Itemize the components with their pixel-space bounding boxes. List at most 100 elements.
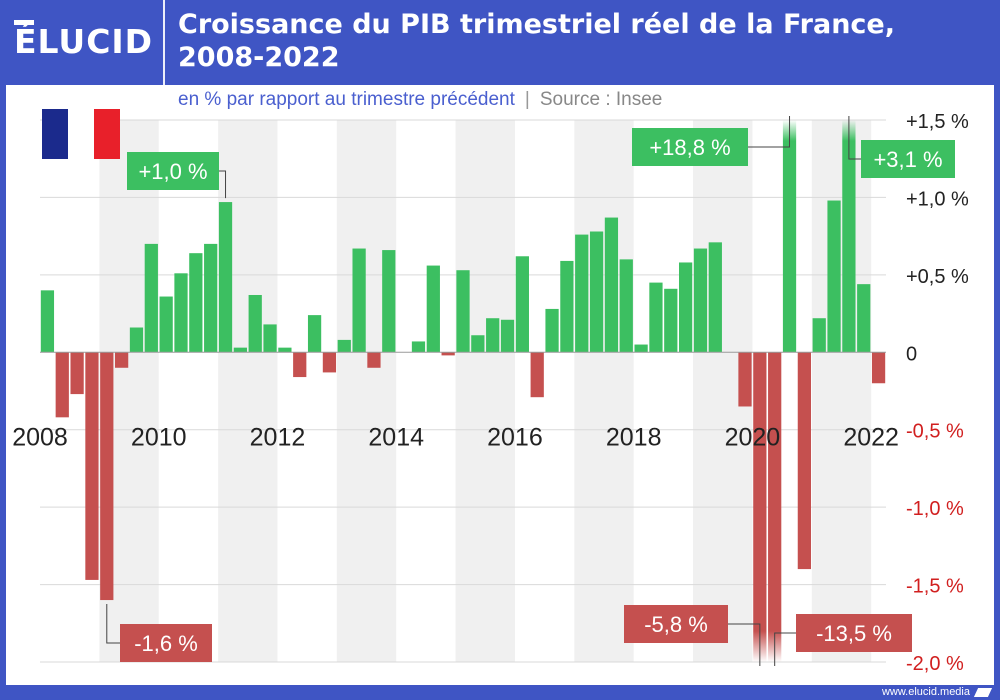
x-tick-label: 2020	[725, 424, 781, 452]
annotation-box	[796, 614, 912, 652]
bar-2010-T1	[159, 296, 173, 353]
bar-2012-T2	[293, 352, 307, 378]
bar-2011-T3	[248, 294, 262, 353]
annotation-leader	[728, 623, 761, 666]
bar-2020-T4	[797, 352, 811, 570]
annotation-label: +1,0 %	[138, 159, 207, 184]
annotation-label: -13,5 %	[816, 621, 892, 646]
bar-2009-T3	[129, 327, 144, 353]
year-band	[811, 120, 872, 662]
y-tick-label: 0	[906, 343, 917, 365]
bar-2012-T4	[322, 352, 337, 373]
bar-2020-T3	[782, 120, 797, 353]
annotation-leader	[774, 632, 796, 666]
header-separator	[163, 0, 165, 85]
bar-2009-T4	[144, 243, 158, 353]
bar-2019-T2	[708, 242, 722, 353]
bar-2022-T1	[871, 352, 886, 384]
x-tick-label: 2018	[606, 424, 662, 452]
frame-right	[994, 85, 1000, 685]
footer-url: www.elucid.media	[881, 686, 970, 698]
elucid-logo: ÉLUCID	[14, 22, 154, 61]
bar-2013-T1	[337, 339, 351, 353]
annotation-leader	[219, 170, 227, 199]
annotation-leader	[748, 116, 791, 148]
footer-bar: www.elucid.media	[0, 685, 1000, 700]
bar-2008-T1	[40, 290, 55, 353]
bar-2009-T2	[115, 352, 129, 368]
bar-2011-T4	[263, 324, 277, 353]
bar-2016-T3	[545, 308, 559, 353]
bar-2019-T4	[738, 352, 752, 407]
bar-2017-T2	[589, 231, 604, 353]
bar-2010-T2	[174, 273, 188, 353]
flag-red-stripe	[94, 109, 120, 159]
annotation-label: -1,6 %	[134, 631, 198, 656]
annotation-leader	[106, 604, 120, 644]
bar-2016-T4	[560, 260, 574, 353]
annotation-box	[127, 152, 219, 190]
subtitle-unit: en % par rapport au trimestre précédent	[178, 89, 515, 110]
bar-2008-T3	[70, 352, 84, 395]
bar-2016-T2	[530, 352, 544, 398]
bar-2020-T2	[768, 352, 782, 662]
bar-2021-T4	[857, 284, 871, 353]
annotation-leader	[848, 116, 861, 160]
bar-2015-T4	[500, 319, 515, 353]
frame-left	[0, 85, 6, 685]
bar-2014-T4	[441, 352, 455, 356]
x-tick-label: 2012	[250, 424, 306, 452]
y-tick-label: +1,5 %	[906, 111, 969, 133]
bar-2018-T1	[634, 344, 648, 353]
bar-2020-T1	[753, 352, 767, 662]
x-tick-label: 2008	[12, 424, 68, 452]
year-band	[218, 120, 278, 662]
france-flag-icon	[42, 109, 120, 159]
bar-2010-T3	[189, 253, 203, 353]
y-tick-label: -0,5 %	[906, 421, 964, 443]
subtitle-source: Source : Insee	[539, 89, 663, 110]
y-tick-label: +1,0 %	[906, 188, 969, 210]
logo-accent	[14, 20, 34, 25]
bar-2011-T1	[218, 202, 233, 353]
annotation-label: +18,8 %	[649, 135, 730, 160]
flag-white-stripe	[68, 109, 94, 159]
bar-2015-T2	[471, 335, 485, 353]
x-tick-label: 2022	[843, 424, 899, 452]
bar-2017-T1	[575, 234, 589, 353]
bar-2021-T3	[842, 120, 856, 353]
bar-2012-T1	[278, 347, 292, 353]
x-tick-label: 2016	[487, 424, 543, 452]
bar-2008-T2	[55, 352, 69, 418]
bar-2015-T3	[486, 318, 500, 353]
bar-2013-T4	[382, 250, 396, 353]
annotation-box	[632, 128, 748, 166]
y-tick-label: +0,5 %	[906, 266, 969, 288]
y-tick-label: -1,0 %	[906, 498, 964, 520]
annotation-box	[624, 605, 728, 643]
annotation-label: +3,1 %	[873, 147, 942, 172]
year-band	[574, 120, 634, 662]
bar-2015-T1	[456, 270, 470, 353]
bar-2016-T1	[515, 256, 529, 353]
bar-2013-T3	[367, 352, 381, 368]
header-bar: ÉLUCID Croissance du PIB trimestriel rée…	[0, 0, 1000, 85]
bar-2014-T3	[426, 265, 440, 353]
bar-2021-T1	[812, 318, 826, 353]
bar-2017-T4	[619, 259, 633, 353]
x-tick-label: 2010	[131, 424, 187, 452]
bar-2018-T2	[649, 282, 663, 353]
chart-title: Croissance du PIB trimestriel réel de la…	[178, 8, 978, 74]
subtitle-separator: |	[524, 89, 530, 110]
bar-2010-T4	[204, 243, 218, 353]
bar-2021-T2	[827, 200, 841, 353]
footer-logo-icon	[973, 688, 993, 697]
bar-2018-T4	[679, 262, 693, 353]
flag-blue-stripe	[42, 109, 68, 159]
bar-2018-T3	[664, 288, 678, 353]
annotation-box	[861, 140, 955, 178]
bar-2017-T3	[604, 217, 619, 353]
annotation-label: -5,8 %	[644, 612, 708, 637]
bar-2014-T2	[411, 341, 426, 353]
